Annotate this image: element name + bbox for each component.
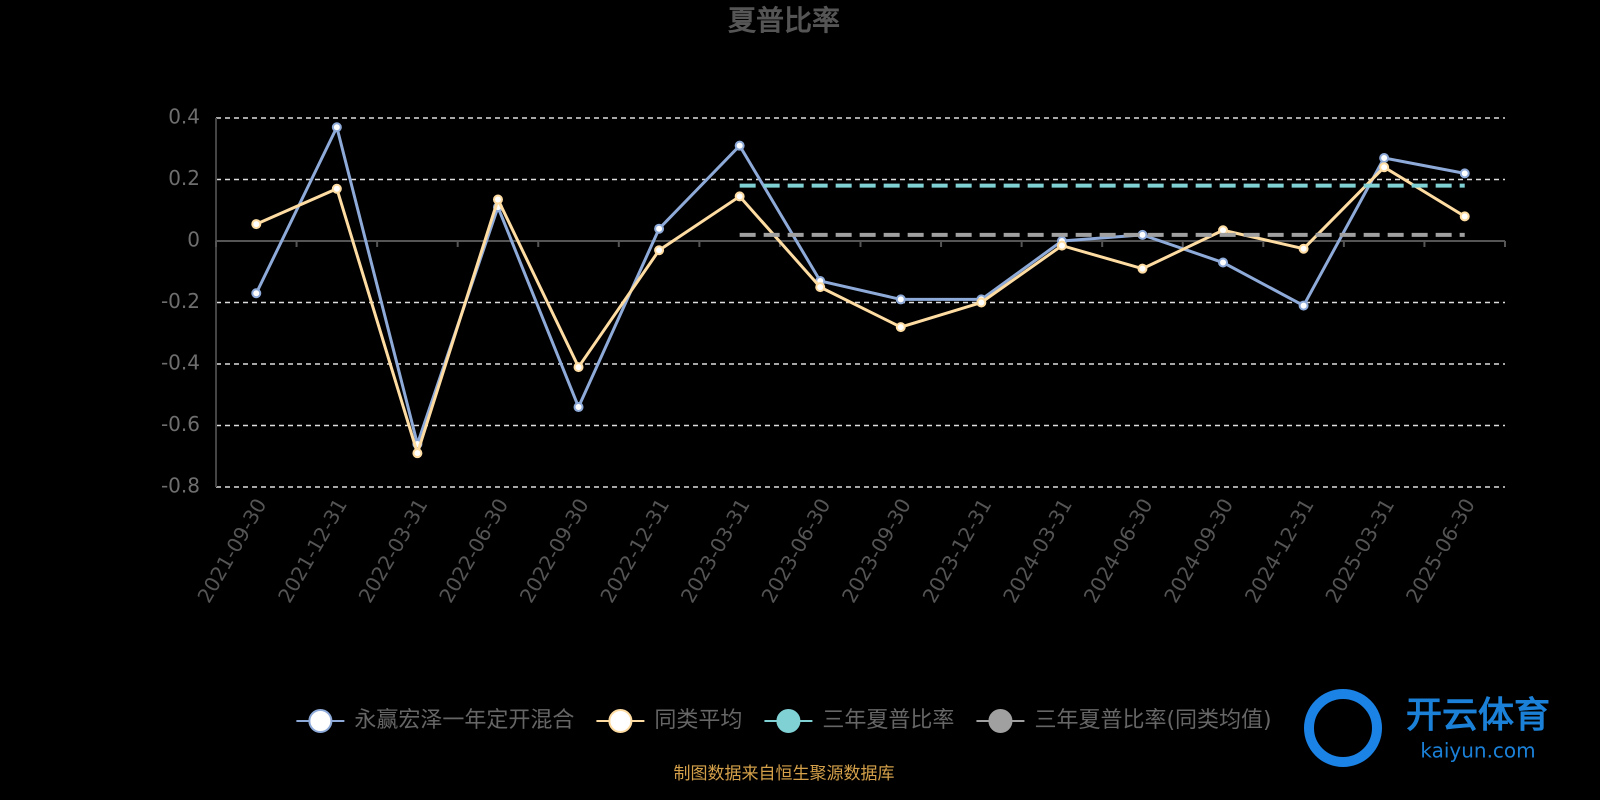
data-point xyxy=(573,402,584,413)
data-point xyxy=(1298,243,1309,254)
x-tick-label: 2023-09-30 xyxy=(837,494,916,607)
y-tick-label: -0.2 xyxy=(161,289,200,313)
data-point xyxy=(1137,229,1148,240)
data-point xyxy=(1298,300,1309,311)
x-tick-label: 2023-03-31 xyxy=(676,494,755,607)
data-point xyxy=(1218,257,1229,268)
data-point xyxy=(1379,162,1390,173)
data-point xyxy=(492,194,503,205)
x-tick-label: 2025-06-30 xyxy=(1401,494,1480,607)
x-tick-label: 2024-12-31 xyxy=(1240,494,1319,607)
data-point xyxy=(251,219,262,230)
legend: 永赢宏泽一年定开混合 同类平均 三年夏普比率 三年夏普比率(同类均值) xyxy=(296,708,1272,733)
data-point xyxy=(654,223,665,234)
data-point xyxy=(1137,263,1148,274)
data-point xyxy=(1459,168,1470,179)
data-point xyxy=(331,122,342,133)
x-tick-label: 2021-12-31 xyxy=(273,494,352,607)
x-tick-label: 2023-12-31 xyxy=(918,494,997,607)
y-tick-label: 0.2 xyxy=(168,166,200,190)
x-tick-label: 2021-09-30 xyxy=(192,494,271,607)
x-tick-label: 2022-12-31 xyxy=(595,494,674,607)
legend-item[interactable]: 永赢宏泽一年定开混合 xyxy=(296,708,574,733)
legend-marker xyxy=(776,709,801,733)
legend-label: 三年夏普比率(同类均值) xyxy=(1034,708,1271,733)
data-point xyxy=(734,140,745,151)
watermark-logo xyxy=(1304,689,1382,767)
data-point xyxy=(1459,211,1470,222)
legend-label: 三年夏普比率 xyxy=(822,708,954,733)
data-point xyxy=(976,297,987,308)
watermark: 开云体育 kaiyun.com xyxy=(1304,689,1550,767)
series-line xyxy=(254,122,1466,450)
x-tick-label: 2024-03-31 xyxy=(998,494,1077,607)
x-tick-label: 2023-06-30 xyxy=(756,494,835,607)
legend-label: 同类平均 xyxy=(654,708,742,733)
data-point xyxy=(815,282,826,293)
watermark-brand: 开云体育 xyxy=(1406,695,1550,736)
y-tick-label: -0.8 xyxy=(161,474,200,498)
x-tick-label: 2024-09-30 xyxy=(1159,494,1238,607)
legend-item[interactable]: 三年夏普比率 xyxy=(764,708,954,733)
data-point xyxy=(895,322,906,333)
series-line xyxy=(255,165,1466,459)
chart-title: 夏普比率 xyxy=(728,4,840,37)
data-point xyxy=(1379,152,1390,163)
y-tick-label: 0.4 xyxy=(168,105,200,129)
y-tick-label: -0.4 xyxy=(161,351,200,375)
legend-label: 永赢宏泽一年定开混合 xyxy=(354,708,574,733)
x-tick-label: 2024-06-30 xyxy=(1079,494,1158,607)
data-point xyxy=(895,294,906,305)
x-tick-label: 2022-03-31 xyxy=(354,494,433,607)
y-tick-label: 0 xyxy=(187,228,200,252)
legend-marker xyxy=(308,709,333,733)
data-point xyxy=(412,448,423,459)
legend-item[interactable]: 同类平均 xyxy=(596,708,742,733)
legend-marker xyxy=(608,709,633,733)
data-point xyxy=(573,362,584,373)
data-point xyxy=(654,245,665,256)
x-tick-label: 2025-03-31 xyxy=(1320,494,1399,607)
legend-item[interactable]: 三年夏普比率(同类均值) xyxy=(976,708,1272,733)
x-tick-label: 2022-09-30 xyxy=(515,494,594,607)
data-point xyxy=(1056,240,1067,251)
watermark-site: kaiyun.com xyxy=(1420,739,1535,763)
y-tick-label: -0.6 xyxy=(161,412,200,436)
data-point xyxy=(734,191,745,202)
x-tick-label: 2022-06-30 xyxy=(434,494,513,607)
data-point xyxy=(331,183,342,194)
source-note: 制图数据来自恒生聚源数据库 xyxy=(674,764,895,784)
data-point xyxy=(251,288,262,299)
legend-marker xyxy=(988,709,1013,733)
